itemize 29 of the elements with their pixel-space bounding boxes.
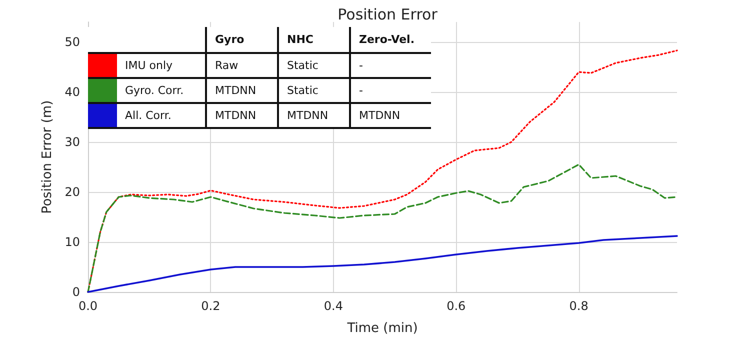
x-tick-label: 0.8 (569, 299, 588, 313)
annotation: - (350, 78, 431, 103)
annotation: MTDNN (206, 78, 278, 103)
legend-label: Gyro. Corr. (117, 78, 206, 103)
y-tick-label: 0 (72, 285, 80, 299)
y-tick-label: 40 (64, 85, 80, 99)
annotation: MTDNN (206, 103, 278, 128)
annotation: Static (278, 78, 350, 103)
annotation: Zero-Vel. (350, 27, 431, 53)
legend-label: IMU only (117, 53, 206, 78)
annotation: Raw (206, 53, 278, 78)
y-tick-label: 50 (64, 35, 80, 49)
annotation: NHC (278, 27, 350, 53)
chart-title: Position Error (338, 6, 438, 24)
x-tick-label: 0.4 (324, 299, 343, 313)
annotation: Static (278, 53, 350, 78)
x-tick-label: 0.2 (201, 299, 220, 313)
x-tick-label: 0.6 (446, 299, 466, 313)
legend-label: All. Corr. (117, 103, 206, 128)
x-axis-title: Time (min) (346, 321, 418, 336)
y-tick-label: 30 (64, 135, 80, 149)
y-axis-title: Position Error (m) (40, 100, 55, 214)
x-tick-label: 0.0 (78, 299, 98, 313)
annotation: - (350, 53, 431, 78)
annotation: MTDNN (350, 103, 431, 128)
y-tick-label: 20 (64, 185, 80, 199)
y-tick-label: 10 (64, 235, 80, 249)
annotation: Gyro (206, 27, 278, 53)
annotation: MTDNN (278, 103, 350, 128)
